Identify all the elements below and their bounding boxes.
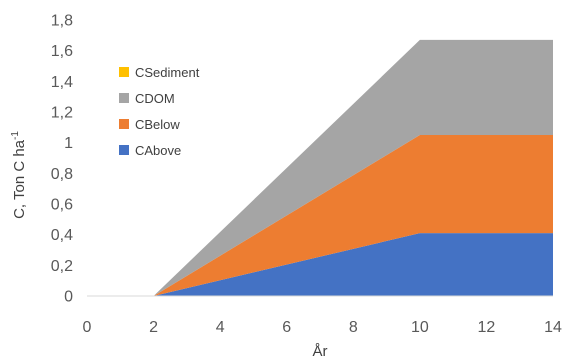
x-tick-label: 6 bbox=[282, 319, 291, 336]
y-axis-title-superscript: -1 bbox=[10, 131, 21, 140]
y-axis-title-main: C, Ton C ha bbox=[11, 139, 28, 219]
y-tick-label: 1 bbox=[64, 135, 73, 152]
legend-label-cdom: CDOM bbox=[135, 91, 175, 106]
y-tick-labels: 0 0,2 0,4 0,6 0,8 1 1,2 1,4 1,6 1,8 bbox=[51, 13, 73, 306]
area-series-group bbox=[87, 39, 553, 297]
legend-swatch-csediment bbox=[119, 67, 129, 77]
y-axis-title: C, Ton C ha-1 bbox=[10, 131, 28, 219]
y-tick-label: 0,6 bbox=[51, 197, 73, 214]
legend-swatch-cabove bbox=[119, 145, 129, 155]
x-tick-label: 0 bbox=[83, 319, 92, 336]
x-tick-labels: 0 2 4 6 8 10 12 14 bbox=[83, 319, 562, 336]
x-tick-label: 12 bbox=[478, 319, 496, 336]
y-tick-label: 1,8 bbox=[51, 13, 73, 30]
legend-label-csediment: CSediment bbox=[135, 65, 200, 80]
y-tick-label: 0,8 bbox=[51, 166, 73, 183]
area-cbelow bbox=[87, 135, 553, 296]
area-cabove bbox=[87, 233, 553, 296]
x-tick-label: 14 bbox=[544, 319, 562, 336]
area-cdom bbox=[87, 39, 553, 297]
y-tick-label: 0,4 bbox=[51, 227, 73, 244]
x-tick-label: 4 bbox=[216, 319, 225, 336]
x-tick-label: 8 bbox=[349, 319, 358, 336]
y-tick-label: 1,6 bbox=[51, 43, 73, 60]
legend-label-cabove: CAbove bbox=[135, 143, 181, 158]
x-tick-label: 2 bbox=[149, 319, 158, 336]
legend-label-cbelow: CBelow bbox=[135, 117, 180, 132]
x-tick-label: 10 bbox=[411, 319, 429, 336]
legend-swatch-cbelow bbox=[119, 119, 129, 129]
legend: CSediment CDOM CBelow CAbove bbox=[119, 65, 200, 158]
x-axis-title: År bbox=[313, 343, 328, 360]
legend-swatch-cdom bbox=[119, 93, 129, 103]
y-tick-label: 1,2 bbox=[51, 105, 73, 122]
y-tick-label: 1,4 bbox=[51, 74, 73, 91]
y-tick-label: 0,2 bbox=[51, 258, 73, 275]
y-tick-label: 0 bbox=[64, 289, 73, 306]
